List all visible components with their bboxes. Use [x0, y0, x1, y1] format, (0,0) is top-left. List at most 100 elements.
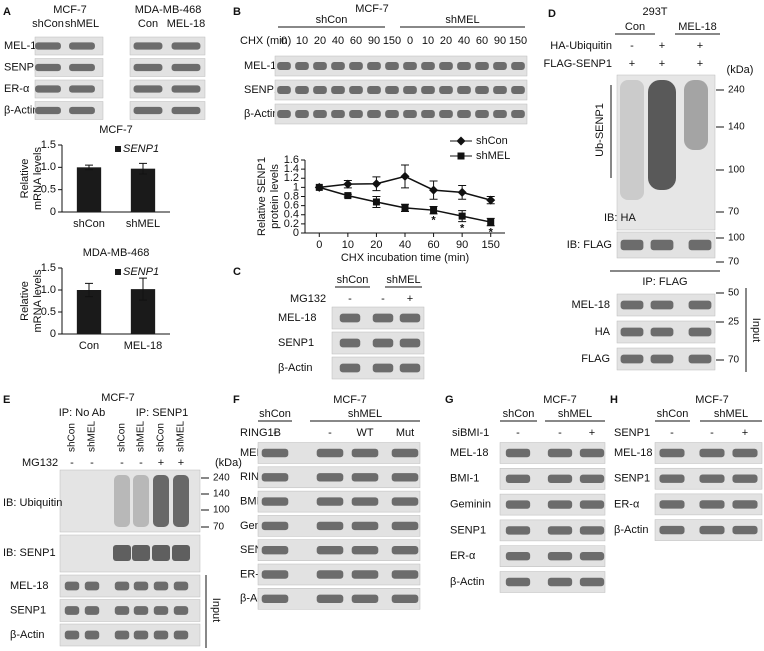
band: [367, 86, 381, 94]
lane-label: shMEL: [87, 420, 98, 452]
lane-label: -: [630, 40, 634, 52]
band: [732, 500, 758, 509]
band: [64, 630, 80, 640]
band: [579, 474, 605, 483]
annotation: *: [460, 223, 465, 235]
band: [35, 42, 61, 50]
kda-marker: 50: [728, 288, 740, 299]
band: [351, 594, 379, 603]
panel-letter: C: [233, 266, 241, 278]
blot: [59, 599, 201, 622]
band: [505, 577, 531, 587]
lane-label: 0: [281, 35, 287, 47]
band: [385, 62, 399, 70]
cell-line: MCF-7: [101, 392, 135, 404]
chart-title: MCF-7: [99, 124, 133, 136]
panel-letter: H: [610, 394, 618, 406]
band: [372, 338, 394, 348]
blot: [34, 79, 104, 99]
band: [385, 86, 399, 94]
annotation: *: [489, 227, 494, 239]
error-bar: [139, 277, 147, 301]
lane-label: +: [589, 427, 595, 439]
ip-label: IP: FLAG: [642, 276, 687, 288]
band: [316, 473, 344, 482]
band: [171, 85, 201, 93]
x-tick-label: shCon: [73, 218, 105, 230]
treatment-label: MG132: [22, 457, 58, 469]
y-tick-label: 0: [293, 227, 299, 239]
band: [493, 86, 507, 94]
band: [457, 110, 471, 118]
y-tick-label: 0.4: [284, 209, 299, 221]
x-tick-label: MEL-18: [124, 340, 163, 352]
band: [351, 448, 379, 458]
x-tick-label: shMEL: [126, 218, 160, 230]
lane-label: 10: [296, 35, 308, 47]
band: [331, 86, 345, 94]
input-label: Input: [210, 598, 222, 622]
legend-swatch: [115, 146, 121, 152]
row-label: SENP1: [244, 84, 280, 96]
group-label: shCon: [259, 408, 291, 420]
lane-label: 40: [458, 35, 470, 47]
group-label: MEL-18: [678, 21, 717, 33]
band: [113, 545, 131, 561]
band: [84, 630, 100, 640]
band: [439, 110, 453, 118]
row-label: MEL-18: [278, 312, 317, 324]
row-label: MEL-18: [4, 40, 43, 52]
band: [35, 63, 61, 72]
band: [84, 606, 100, 615]
y-tick-label: 0.6: [284, 200, 299, 212]
band: [391, 546, 419, 555]
treatment-label: FLAG-SENP1: [544, 58, 612, 70]
lane-label: -: [273, 427, 277, 439]
marker: [400, 171, 410, 181]
band: [351, 473, 379, 482]
legend-label: SENP1: [123, 143, 159, 155]
band: [133, 606, 149, 615]
band: [367, 110, 381, 118]
band: [505, 500, 531, 509]
band: [84, 581, 100, 591]
band: [650, 239, 674, 251]
x-tick-label: 20: [370, 239, 382, 251]
lane-label: -: [70, 457, 74, 469]
band: [349, 86, 363, 94]
lane-label: shMEL: [65, 18, 99, 30]
treatment-label: RING1B: [240, 427, 281, 439]
band: [505, 448, 531, 458]
kda-marker: 25: [728, 317, 740, 328]
band: [313, 62, 327, 70]
band: [153, 630, 169, 640]
band: [399, 313, 421, 323]
band: [133, 106, 163, 115]
lane-label: -: [710, 427, 714, 439]
band: [511, 62, 525, 70]
y-tick-label: 0: [50, 328, 56, 340]
marker: [315, 183, 323, 191]
lane-label: WT: [356, 427, 373, 439]
band: [547, 448, 573, 458]
band: [277, 62, 291, 70]
blot-label: Ub-SENP1: [594, 103, 606, 157]
blot-label: IB: SENP1: [3, 547, 56, 559]
band: [399, 338, 421, 348]
band: [579, 500, 605, 509]
band: [153, 606, 169, 615]
row-label: ER-α: [450, 550, 476, 562]
band: [339, 363, 361, 373]
group-label: shMEL: [386, 274, 420, 286]
band: [316, 570, 344, 579]
row-label: MEL-18: [571, 299, 610, 311]
band: [547, 526, 573, 535]
blot: [274, 55, 528, 77]
lane-label: +: [659, 58, 665, 70]
row-label: ER-α: [614, 498, 640, 510]
kda-label: (kDa): [215, 457, 242, 469]
band: [69, 63, 95, 72]
marker: [430, 206, 438, 214]
x-axis-label: CHX incubation time (min): [341, 252, 469, 264]
band: [688, 300, 712, 310]
